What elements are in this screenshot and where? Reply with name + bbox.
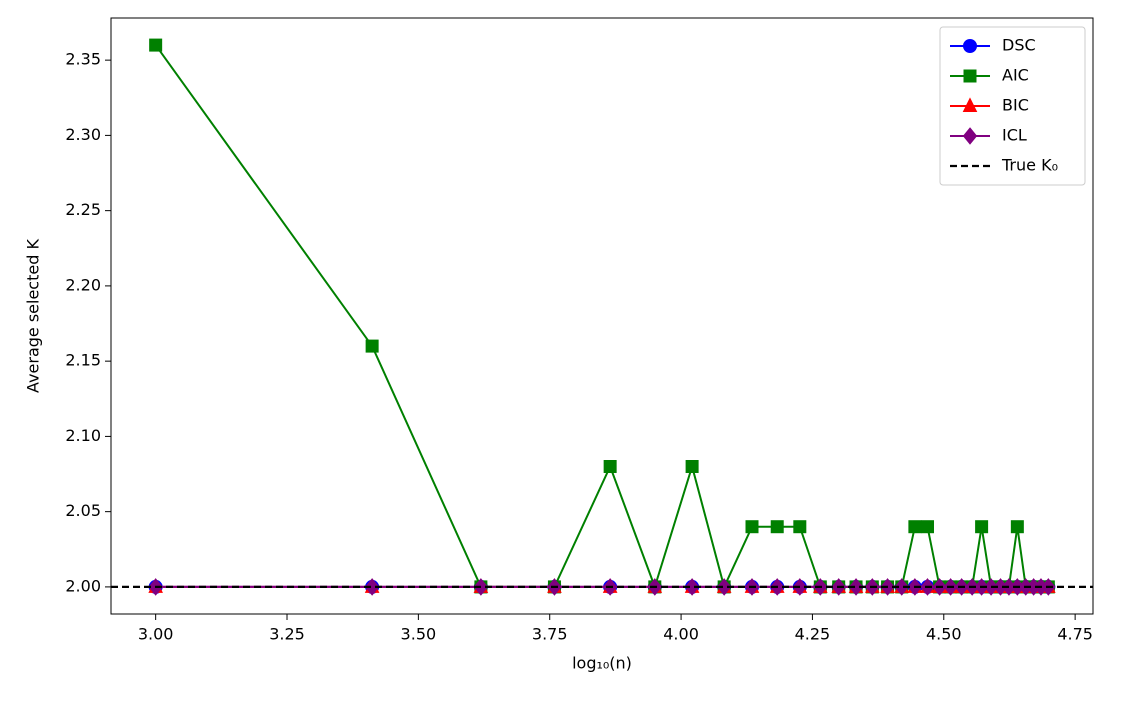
data-point <box>1010 520 1024 534</box>
legend-label: AIC <box>1002 66 1029 85</box>
legend-marker <box>962 97 978 112</box>
data-point <box>365 339 379 353</box>
y-tick-label: 2.20 <box>65 275 101 294</box>
y-tick-label: 2.10 <box>65 426 101 445</box>
x-tick-label: 4.25 <box>795 625 831 644</box>
data-point <box>894 578 909 596</box>
legend-marker <box>963 69 977 83</box>
legend-label: True K₀ <box>1001 156 1058 175</box>
data-point <box>149 38 163 52</box>
legend-label: BIC <box>1002 96 1029 115</box>
y-tick-label: 2.25 <box>65 200 101 219</box>
legend-marker <box>963 39 977 53</box>
plot-frame <box>110 17 1094 615</box>
x-axis-label: log₁₀(n) <box>572 654 632 673</box>
y-tick-label: 2.00 <box>65 576 101 595</box>
x-tick-label: 4.00 <box>663 625 699 644</box>
x-tick-label: 3.50 <box>401 625 437 644</box>
data-point <box>975 520 989 534</box>
x-tick-label: 3.00 <box>138 625 174 644</box>
x-tick-label: 4.75 <box>1057 625 1093 644</box>
data-point <box>920 520 934 534</box>
y-tick-label: 2.05 <box>65 501 101 520</box>
x-tick-label: 3.25 <box>269 625 305 644</box>
data-point <box>793 520 807 534</box>
y-axis-label: Average selected K <box>24 239 43 393</box>
data-point <box>603 460 617 474</box>
data-point <box>717 578 732 596</box>
legend-box <box>939 26 1086 186</box>
series-line <box>154 44 1049 591</box>
data-point <box>848 578 864 596</box>
y-tick-label: 2.30 <box>65 125 101 144</box>
legend-marker <box>962 127 978 145</box>
legend-label: DSC <box>1002 36 1036 55</box>
data-point <box>685 460 699 474</box>
x-tick-label: 3.75 <box>532 625 568 644</box>
legend-label: ICL <box>1002 126 1027 145</box>
y-tick-label: 2.15 <box>65 351 101 370</box>
x-tick-label: 4.50 <box>926 625 962 644</box>
data-point <box>770 520 784 534</box>
data-point <box>908 520 922 534</box>
data-point <box>745 520 759 534</box>
data-point <box>364 578 380 596</box>
y-tick-label: 2.35 <box>65 50 101 69</box>
data-point <box>684 578 700 596</box>
